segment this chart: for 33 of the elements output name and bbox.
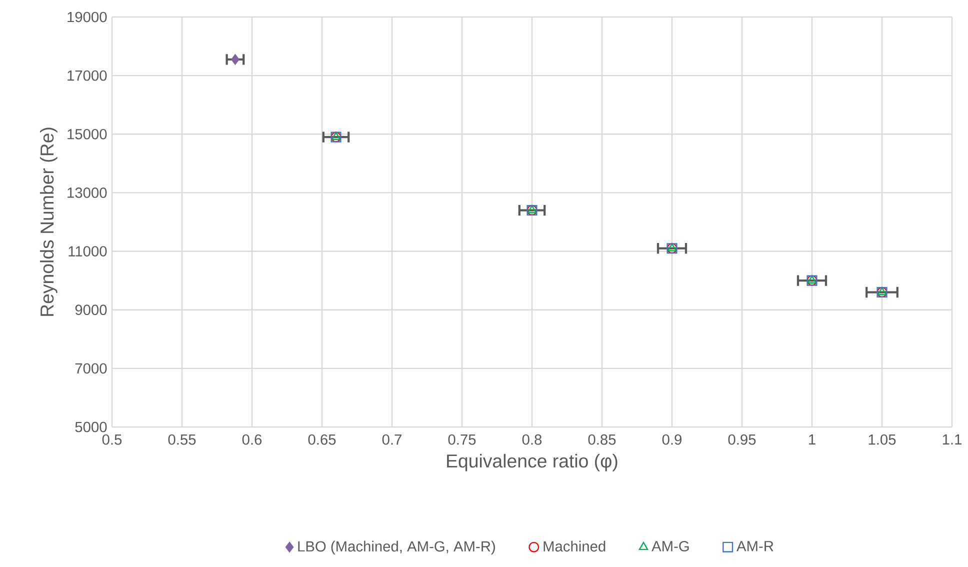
x-tick-label: 0.7 — [382, 434, 402, 445]
y-tick-label: 11000 — [68, 246, 107, 256]
point — [231, 54, 240, 65]
x-tick-label: 0.55 — [168, 434, 196, 445]
x-tick-label: 1.1 — [942, 434, 962, 444]
x-tick-label: 1 — [809, 434, 816, 444]
legend-label: AM-R — [736, 541, 774, 552]
point — [527, 205, 537, 214]
x-axis-title: Equivalence ratio (φ) — [447, 454, 618, 472]
legend-label: AM-G — [652, 541, 689, 552]
y-tick-label: 19000 — [68, 12, 107, 22]
y-tick-label: 7000 — [75, 363, 107, 374]
point — [667, 243, 677, 252]
y-tick-label: 13000 — [68, 188, 107, 198]
y-tick-label: 17000 — [68, 70, 107, 81]
y-tick-label: 5000 — [75, 422, 107, 432]
x-tick-label: 0.75 — [448, 434, 476, 445]
x-tick-label: 0.85 — [588, 434, 616, 445]
x-tick-label: 0.6 — [242, 434, 262, 445]
x-tick-label: 0.9 — [662, 434, 682, 445]
x-tick-label: 1.05 — [868, 434, 896, 445]
point — [877, 287, 887, 296]
legend-label: Machined — [544, 540, 606, 552]
y-tick-label: 15000 — [68, 128, 107, 140]
legend-label: LBO (Machined, AM-G, AM-R) — [298, 540, 495, 554]
x-tick-label: 0.95 — [728, 434, 756, 445]
x-tick-label: 0.65 — [308, 434, 336, 445]
y-tick-label: 9000 — [75, 304, 107, 316]
point — [331, 132, 341, 140]
x-tick-label: 0.8 — [522, 434, 542, 445]
point — [807, 275, 817, 284]
x-tick-label: 0.5 — [102, 434, 122, 445]
y-axis-title: Reynolds Number (Re) — [40, 128, 58, 316]
